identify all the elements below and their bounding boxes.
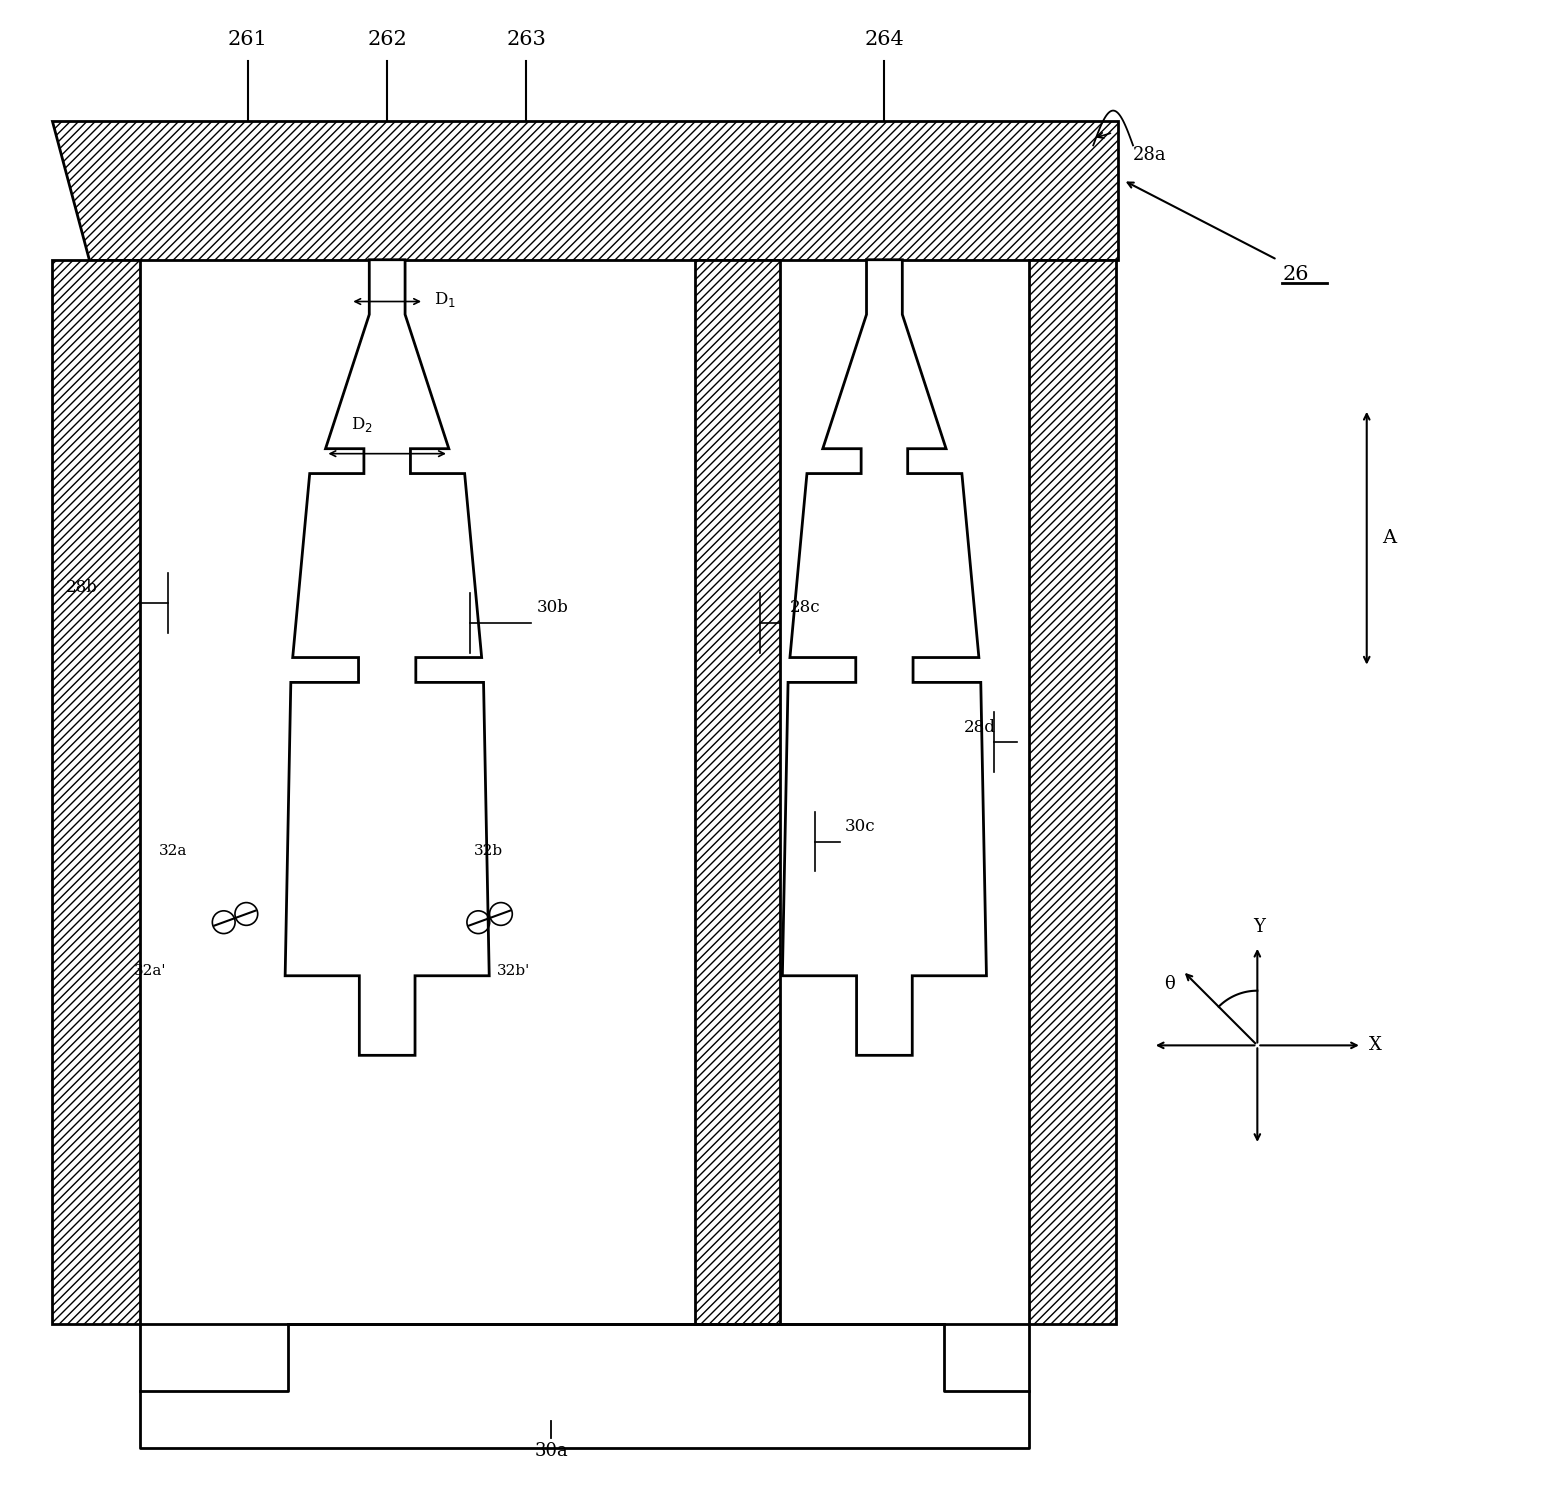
Text: D$_1$: D$_1$ [435, 289, 456, 309]
Text: A: A [1382, 529, 1396, 547]
Text: 32a: 32a [159, 844, 187, 859]
Text: 32a': 32a' [134, 964, 167, 978]
Text: 28b: 28b [65, 579, 98, 597]
Text: 30c: 30c [844, 818, 876, 835]
Text: 28a: 28a [1133, 146, 1167, 164]
Polygon shape [1028, 259, 1116, 1323]
Text: 32b: 32b [474, 844, 503, 859]
Text: 28d: 28d [964, 719, 996, 735]
Text: 264: 264 [865, 30, 904, 48]
Polygon shape [695, 259, 781, 1323]
Text: 263: 263 [506, 30, 547, 48]
Text: 26: 26 [1282, 265, 1309, 285]
Text: 30b: 30b [536, 600, 569, 616]
Text: 30a: 30a [534, 1442, 569, 1460]
Polygon shape [51, 259, 140, 1323]
Polygon shape [51, 121, 1119, 259]
Text: 262: 262 [368, 30, 407, 48]
Text: 261: 261 [227, 30, 268, 48]
Text: θ: θ [1164, 975, 1175, 993]
Text: 32b': 32b' [497, 964, 530, 978]
Text: D$_2$: D$_2$ [352, 414, 374, 434]
Text: Y: Y [1253, 918, 1265, 936]
Text: 28c: 28c [790, 600, 821, 616]
Text: X: X [1369, 1037, 1382, 1055]
Polygon shape [285, 259, 489, 1055]
Polygon shape [782, 259, 986, 1055]
